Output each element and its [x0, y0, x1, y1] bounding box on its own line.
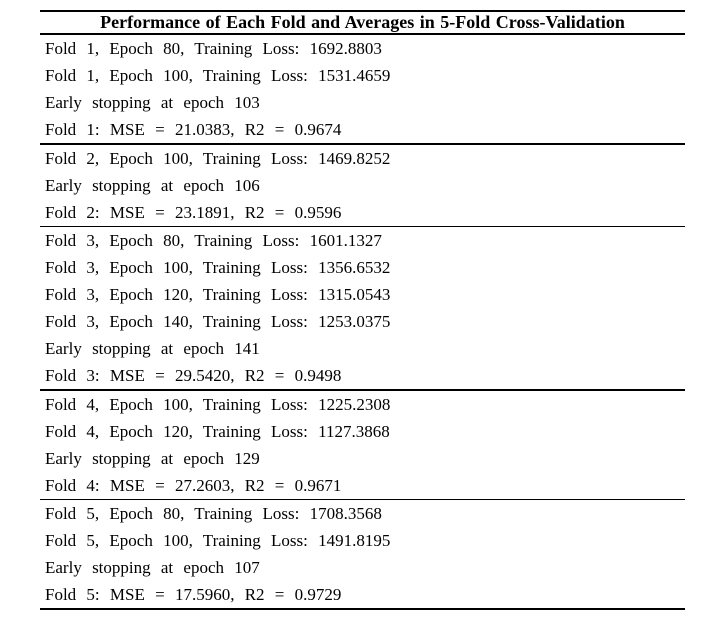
- table-row: Fold 5, Epoch 80, Training Loss: 1708.35…: [45, 504, 382, 523]
- fold-block-2: Fold 2, Epoch 100, Training Loss: 1469.8…: [40, 145, 685, 226]
- table-row: Fold 3, Epoch 140, Training Loss: 1253.0…: [45, 312, 391, 331]
- table-row: Fold 3, Epoch 100, Training Loss: 1356.6…: [45, 258, 391, 277]
- cross-validation-table: Performance of Each Fold and Averages in…: [40, 10, 685, 610]
- fold-separator-rule: [40, 225, 685, 227]
- table-body: Fold 1, Epoch 80, Training Loss: 1692.88…: [40, 35, 685, 610]
- table-row: Early stopping at epoch 107: [45, 558, 260, 577]
- table-row: Early stopping at epoch 129: [45, 448, 260, 468]
- table-row: Fold 3: MSE = 29.5420, R2 = 0.9498: [45, 366, 342, 385]
- fold-block-1: Fold 1, Epoch 80, Training Loss: 1692.88…: [40, 35, 685, 143]
- fold-separator-rule: [40, 143, 685, 145]
- table-row: Fold 5: MSE = 17.5960, R2 = 0.9729: [45, 585, 342, 604]
- table-title: Performance of Each Fold and Averages in…: [100, 12, 625, 32]
- fold-separator-rule: [40, 389, 685, 391]
- table-row: Fold 5, Epoch 100, Training Loss: 1491.8…: [45, 531, 391, 550]
- table-row: Fold 1, Epoch 80, Training Loss: 1692.88…: [45, 39, 382, 58]
- table-row: Fold 1: MSE = 21.0383, R2 = 0.9674: [45, 120, 342, 139]
- table-row: Early stopping at epoch 106: [45, 175, 260, 195]
- fold-block-4: Fold 4, Epoch 100, Training Loss: 1225.2…: [40, 391, 685, 499]
- fold-separator-rule: [40, 498, 685, 500]
- table-row: Fold 3, Epoch 120, Training Loss: 1315.0…: [45, 285, 391, 304]
- table-row: Fold 2, Epoch 100, Training Loss: 1469.8…: [45, 148, 391, 168]
- table-row: Fold 4, Epoch 120, Training Loss: 1127.3…: [45, 421, 390, 441]
- fold-block-3: Fold 3, Epoch 80, Training Loss: 1601.13…: [40, 227, 685, 389]
- table-row: Early stopping at epoch 103: [45, 93, 260, 112]
- table-row: Fold 4, Epoch 100, Training Loss: 1225.2…: [45, 394, 391, 414]
- table-row: Fold 1, Epoch 100, Training Loss: 1531.4…: [45, 66, 391, 85]
- fold-block-5: Fold 5, Epoch 80, Training Loss: 1708.35…: [40, 500, 685, 608]
- table-row: Fold 4: MSE = 27.2603, R2 = 0.9671: [45, 475, 342, 495]
- table-header-rule: [40, 33, 685, 35]
- table-top-rule: [40, 10, 685, 12]
- table-row: Fold 3, Epoch 80, Training Loss: 1601.13…: [45, 231, 382, 250]
- table-row: Early stopping at epoch 141: [45, 339, 260, 358]
- table-bottom-rule: [40, 608, 685, 610]
- table-row: Fold 2: MSE = 23.1891, R2 = 0.9596: [45, 202, 342, 222]
